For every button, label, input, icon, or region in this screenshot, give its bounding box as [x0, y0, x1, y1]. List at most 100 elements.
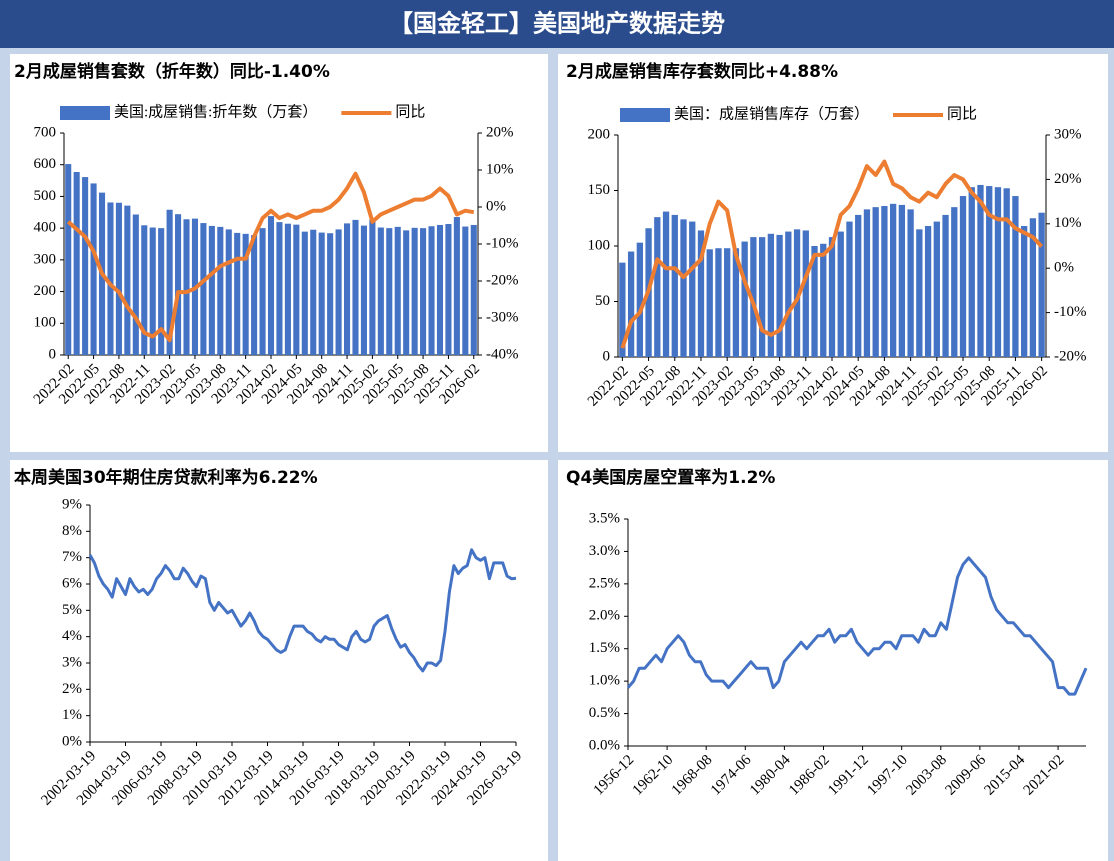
- bar: [689, 221, 696, 357]
- bar: [276, 222, 283, 355]
- bar: [293, 224, 300, 355]
- bar: [715, 248, 722, 357]
- y2-tick-label: 30%: [1054, 126, 1082, 142]
- y-tick-label: 400: [34, 220, 57, 236]
- bar: [335, 229, 342, 355]
- bar: [386, 228, 393, 355]
- bar: [352, 219, 359, 355]
- bar: [445, 224, 452, 355]
- bar: [436, 224, 444, 355]
- bar: [662, 211, 670, 357]
- y-tick-label: 2.5%: [589, 575, 620, 591]
- bar: [872, 207, 879, 357]
- chart-title: 本周美国30年期住房贷款利率为6.22%: [14, 467, 318, 488]
- bar: [428, 226, 435, 355]
- y-tick-label: 0.5%: [589, 705, 620, 721]
- chart-title: 2月成屋销售套数（折年数）同比-1.40%: [14, 61, 330, 82]
- bar: [251, 235, 258, 355]
- chart-title: Q4美国房屋空置率为1.2%: [566, 467, 775, 488]
- y-tick-label: 2%: [62, 681, 82, 697]
- y-tick-label: 600: [34, 156, 57, 172]
- panel: [10, 460, 548, 861]
- bar: [837, 231, 844, 357]
- y2-tick-label: -10%: [486, 235, 519, 251]
- bar: [758, 237, 766, 357]
- bar: [785, 231, 792, 357]
- y2-tick-label: -40%: [486, 346, 519, 362]
- bar: [697, 230, 705, 357]
- bar: [898, 204, 906, 357]
- bar: [627, 251, 635, 357]
- y-tick-label: 300: [34, 251, 57, 267]
- bar: [654, 217, 661, 357]
- y-tick-label: 50: [595, 293, 610, 309]
- bar: [200, 223, 207, 355]
- y-tick-label: 200: [34, 283, 57, 299]
- y-tick-label: 100: [34, 315, 57, 331]
- bar: [166, 209, 173, 355]
- bar: [811, 246, 818, 357]
- bar: [732, 248, 740, 357]
- header-bar: [0, 0, 1114, 48]
- bar: [1012, 196, 1019, 357]
- y-tick-label: 3.5%: [589, 510, 620, 526]
- bar: [828, 237, 836, 357]
- legend-label: 美国：成屋销售库存（万套）: [674, 105, 869, 122]
- bar: [916, 229, 923, 357]
- bar: [234, 232, 241, 355]
- bar: [175, 214, 182, 355]
- y-tick-label: 100: [588, 237, 611, 253]
- bar: [820, 243, 827, 357]
- y2-tick-label: -30%: [486, 309, 519, 325]
- y-tick-label: 200: [588, 126, 611, 142]
- bar: [959, 196, 967, 357]
- bar: [132, 214, 139, 355]
- y2-tick-label: 20%: [486, 124, 514, 140]
- y2-tick-label: -20%: [1054, 348, 1087, 364]
- bar: [267, 216, 275, 355]
- y-tick-label: 8%: [62, 523, 82, 539]
- y-tick-label: 1%: [62, 707, 82, 723]
- bar: [301, 231, 308, 355]
- bar: [907, 209, 914, 357]
- bar: [724, 248, 731, 357]
- line: [620, 159, 1044, 349]
- y-tick-label: 4%: [62, 628, 82, 644]
- panel: [558, 460, 1108, 861]
- bar: [986, 186, 993, 357]
- bar: [225, 229, 232, 355]
- legend-label: 同比: [395, 103, 425, 120]
- y-tick-label: 2.0%: [589, 608, 620, 624]
- bar: [776, 234, 783, 357]
- y2-tick-label: -10%: [1054, 304, 1087, 320]
- y2-tick-label: -20%: [486, 272, 519, 288]
- bar: [968, 187, 975, 357]
- y-tick-label: 6%: [62, 575, 82, 591]
- y2-tick-label: 0%: [486, 198, 506, 214]
- bar: [1021, 226, 1028, 357]
- bar: [453, 217, 460, 355]
- bar: [680, 219, 687, 357]
- line: [626, 556, 1088, 696]
- y-tick-label: 9%: [62, 496, 82, 512]
- bar: [933, 221, 940, 357]
- bar: [183, 219, 190, 355]
- bar: [327, 233, 334, 355]
- y-tick-label: 5%: [62, 602, 82, 618]
- bar: [619, 262, 626, 357]
- bar: [951, 207, 958, 357]
- bar: [369, 219, 376, 355]
- legend-swatch: [620, 108, 670, 122]
- y2-tick-label: 10%: [1054, 215, 1082, 231]
- bar: [284, 223, 291, 355]
- bar: [343, 223, 351, 355]
- legend-label: 同比: [947, 105, 977, 122]
- bar: [802, 230, 809, 357]
- bar: [90, 183, 97, 355]
- bar: [115, 202, 122, 355]
- bar: [924, 226, 932, 357]
- y-tick-label: 150: [588, 182, 611, 198]
- bar: [636, 242, 643, 357]
- y2-tick-label: 0%: [1054, 260, 1074, 276]
